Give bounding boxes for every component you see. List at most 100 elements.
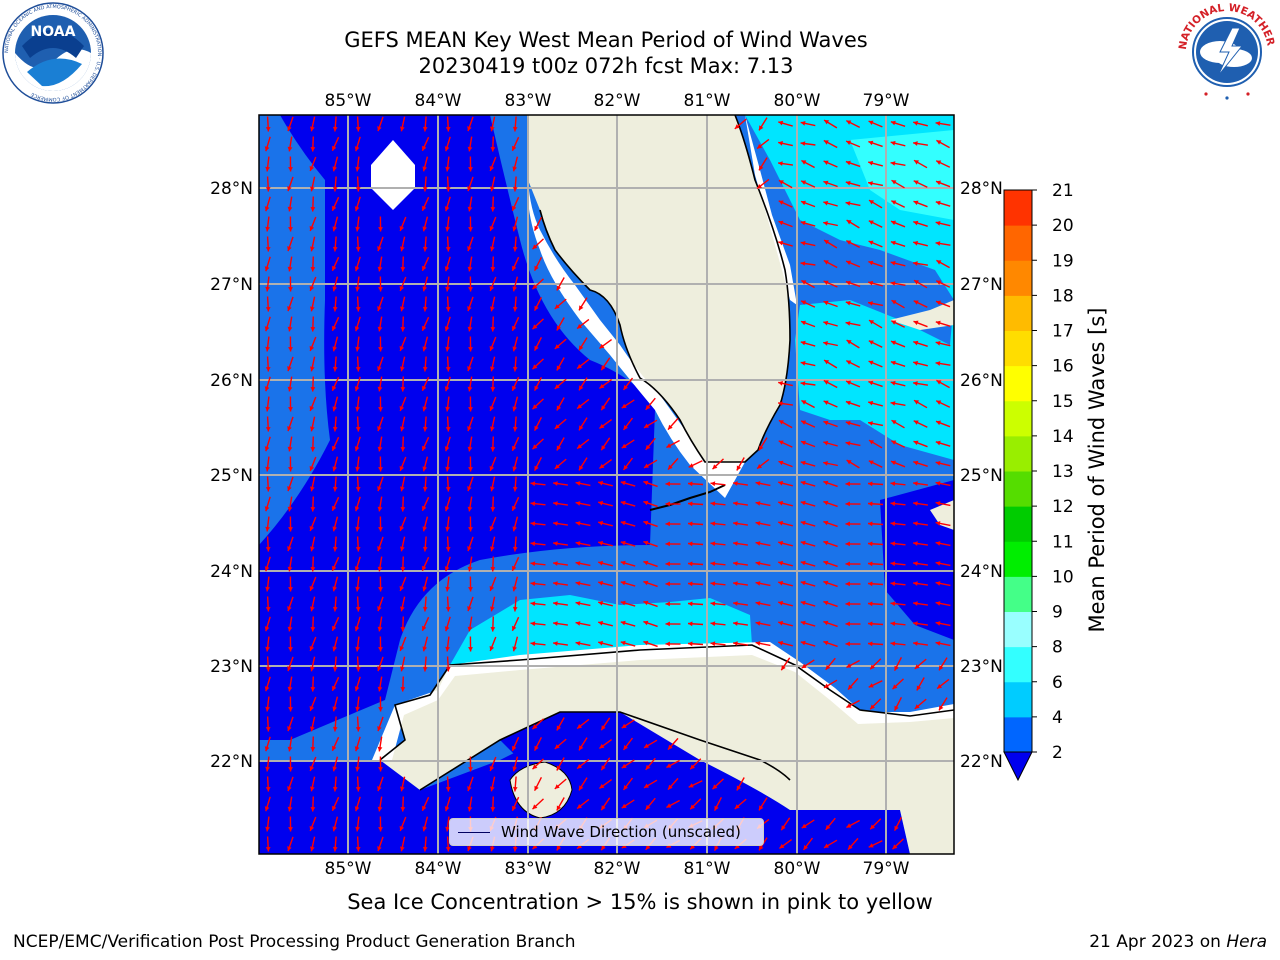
wind-arrow-head (846, 380, 852, 385)
wind-arrow-head (643, 600, 649, 606)
wind-arrow-head (265, 727, 271, 732)
wind-arrow-head (643, 500, 649, 506)
wind-arrow-head (621, 403, 627, 409)
wind-arrow-head (801, 160, 807, 165)
wind-arrow-head (490, 507, 496, 512)
wind-arrow-head (355, 826, 360, 832)
wind-arrow-head (599, 423, 605, 429)
wind-arrow-head (599, 783, 605, 789)
wind-arrow-head (310, 726, 315, 732)
wind-arrow-head (310, 447, 316, 452)
wind-arrow-head (823, 540, 829, 546)
wind-arrow-head (800, 220, 806, 226)
mask-cuba-north-coast (372, 642, 954, 760)
wind-arrow-head (553, 601, 558, 606)
wind-arrow-head (645, 804, 651, 810)
wind-arrow-head (779, 843, 785, 849)
wind-arrow-head (870, 824, 875, 830)
wind-arrow-head (332, 145, 337, 151)
lat-label: 23°N (960, 657, 1003, 677)
wind-arrow-head (800, 121, 806, 126)
colorbar-segment (1004, 190, 1032, 226)
colorbar-tick-label: 8 (1052, 638, 1063, 658)
wind-arrow-head (489, 466, 495, 471)
wind-arrow-head (688, 541, 693, 547)
wind-arrow-head (355, 127, 361, 132)
wind-arrow-head (490, 246, 495, 252)
wind-arrow-head (643, 620, 649, 626)
wind-arrow-head (623, 385, 628, 390)
wind-arrow-head (870, 664, 875, 670)
wind-arrow-head (399, 526, 405, 531)
wind-arrow-head (445, 127, 451, 132)
lat-labels-left: 28°N 27°N 26°N 25°N 24°N 23°N 22°N (210, 179, 253, 772)
wind-arrow-head (890, 601, 896, 607)
wind-arrow-head (265, 586, 270, 592)
wind-arrow-head (445, 286, 450, 292)
wind-arrow-head (868, 140, 874, 146)
wind-arrow-head (935, 320, 941, 326)
wind-arrow-head (264, 686, 270, 692)
wind-arrow-head (710, 581, 716, 587)
wind-arrow-head (936, 280, 942, 285)
lat-label: 25°N (960, 466, 1003, 486)
wind-arrow-head (935, 440, 941, 446)
wind-arrow-head (489, 226, 495, 231)
wind-arrow-head (623, 425, 628, 430)
wind-arrow-head (935, 581, 941, 586)
wind-arrow-head (332, 565, 337, 571)
wind-arrow-head (400, 126, 405, 132)
wind-arrow-head (288, 347, 293, 352)
wind-arrow-head (422, 846, 428, 852)
wind-arrow-head (621, 803, 627, 809)
wind-arrow-head (530, 581, 536, 587)
wind-arrow-head (332, 306, 338, 312)
wind-arrow-head (445, 247, 451, 252)
colorbar-tick-label: 14 (1052, 427, 1074, 447)
colorbar-segment (1004, 716, 1032, 753)
wind-arrow-head (378, 647, 383, 652)
wind-arrow-head (778, 180, 784, 185)
wind-arrow-head (868, 380, 874, 386)
wind-arrow-head (467, 326, 473, 332)
wind-arrow-head (778, 220, 784, 226)
wind-arrow-head (512, 306, 518, 312)
wind-arrow-head (688, 641, 693, 647)
wind-arrow-head (332, 445, 337, 451)
wind-arrow-head (755, 581, 761, 586)
wind-arrow-head (577, 724, 582, 729)
wind-arrow-head (468, 407, 473, 412)
wind-arrow-head (733, 481, 738, 486)
wind-arrow-head (801, 280, 807, 285)
wind-arrow-head (759, 125, 764, 131)
land-cuba (380, 645, 954, 854)
wind-arrow-head (532, 404, 538, 410)
wind-arrow-head (846, 703, 852, 708)
wind-arrow-head (288, 587, 293, 592)
wind-arrow-head (823, 221, 828, 226)
wind-arrow-head (846, 240, 852, 245)
wind-arrow-head (913, 521, 918, 526)
wind-arrow-head (800, 141, 806, 146)
wind-arrow-head (577, 324, 582, 329)
wind-arrow-head (846, 360, 852, 365)
wind-arrow-head (759, 165, 764, 171)
wind-arrow-head (422, 246, 428, 252)
wind-arrow-head (710, 561, 716, 567)
wind-arrow-head (868, 340, 874, 345)
wind-arrow-head (803, 845, 808, 850)
lon-label: 85°W (325, 91, 372, 111)
wind-arrow-head (422, 486, 428, 492)
wind-arrow-head (377, 246, 382, 252)
wind-arrow-head (688, 581, 693, 587)
wind-arrow-head (512, 546, 518, 552)
wind-arrow-head (939, 665, 944, 671)
wind-arrow-head (467, 446, 473, 452)
wind-arrow-head (778, 560, 783, 566)
wind-arrow-head (444, 506, 450, 512)
lat-label: 27°N (960, 275, 1003, 295)
wind-arrow-head (935, 200, 941, 206)
wind-arrow-head (264, 626, 270, 632)
colorbar: 2 4 6 8 9 10 11 12 13 14 15 16 17 18 19 20 21 (1003, 181, 1074, 782)
wind-arrow-head (287, 626, 293, 632)
